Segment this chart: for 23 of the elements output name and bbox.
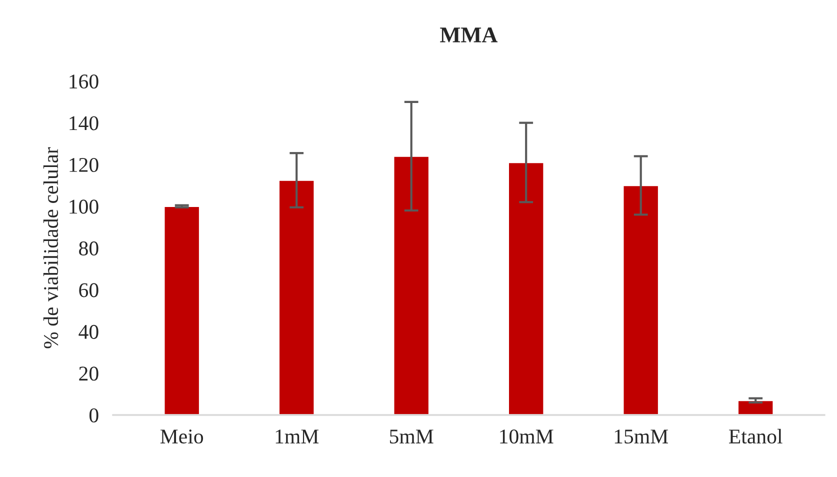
bar: [622, 184, 660, 415]
bar: [392, 156, 430, 415]
y-tick-label: 100: [70, 200, 98, 214]
y-tick-label: 0: [89, 408, 98, 422]
bar: [163, 206, 200, 415]
x-tick-label: 15mM: [614, 430, 668, 444]
x-tick-label: 1mM: [276, 430, 319, 444]
x-tick-label: 10mM: [500, 429, 554, 444]
chart-title: MMA: [440, 28, 498, 42]
x-tick-label: Meio: [160, 430, 204, 444]
y-tick-label: 80: [79, 241, 98, 256]
y-tick-label: 40: [78, 324, 98, 339]
y-tick-label: 20: [79, 366, 98, 381]
x-tick-label: Etanol: [729, 428, 782, 444]
y-tick-label: 140: [70, 116, 98, 130]
bar: [737, 400, 774, 415]
y-tick-label: 60: [79, 283, 98, 298]
y-axis-title: % de viabilidade celular: [43, 147, 58, 348]
x-tick-label: 5mM: [390, 430, 434, 444]
bar: [508, 162, 545, 415]
y-tick-label: 160: [70, 74, 98, 89]
bar: [278, 180, 316, 415]
y-tick-label: 120: [70, 158, 98, 172]
